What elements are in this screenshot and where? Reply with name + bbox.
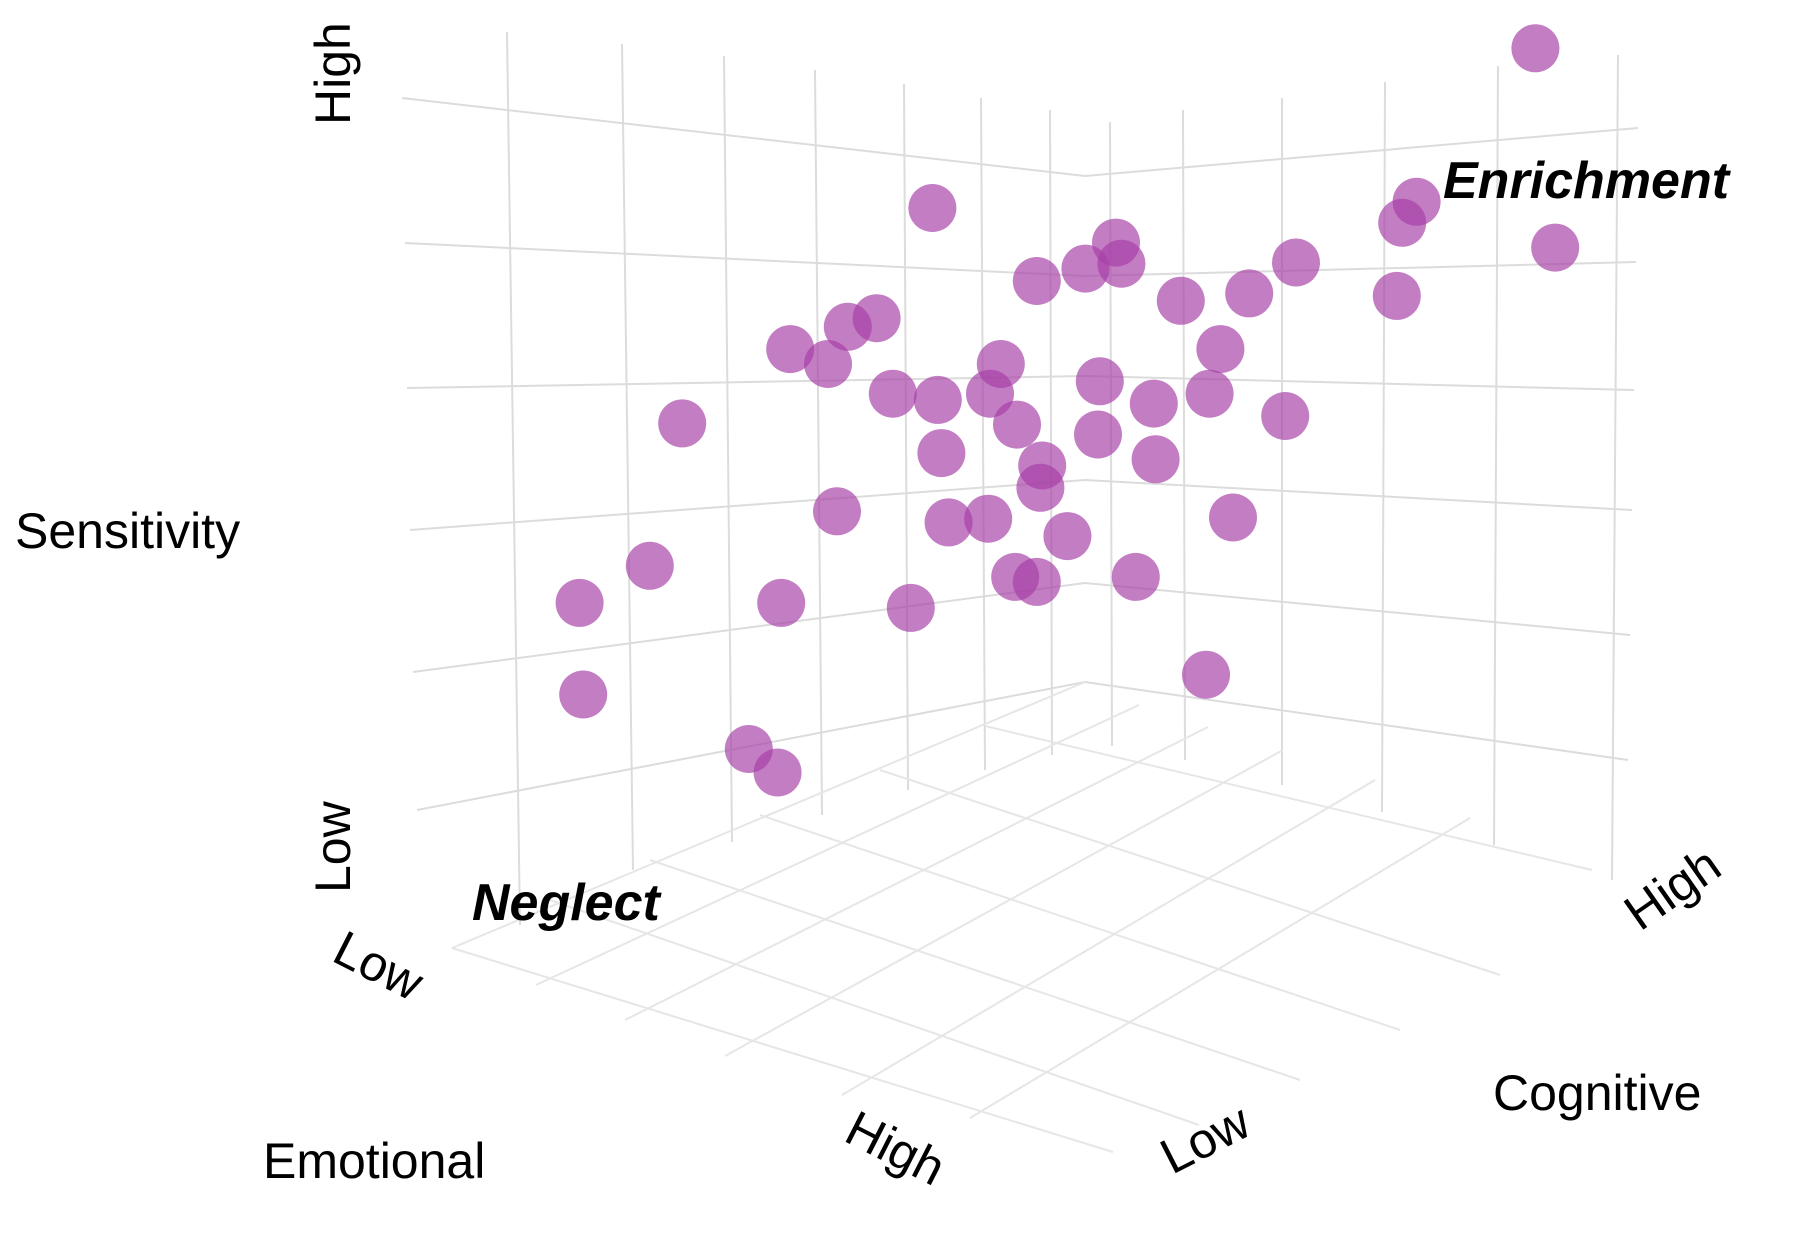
data-point-3 (1378, 198, 1427, 247)
data-point-19 (1196, 325, 1245, 374)
data-point-26 (1261, 392, 1310, 440)
sensitivity-high-tick: High (305, 22, 361, 125)
data-point-5 (1372, 271, 1421, 320)
data-point-25 (1185, 369, 1234, 418)
data-point-30 (917, 429, 966, 478)
emotional-high-tick: High (837, 1100, 954, 1197)
data-point-39 (625, 541, 674, 590)
data-point-33 (1016, 463, 1065, 512)
data-point-21 (868, 369, 917, 418)
data-point-41 (757, 578, 806, 627)
data-point-12 (1061, 244, 1110, 293)
data-point-31 (1131, 435, 1180, 484)
data-point-27 (658, 399, 707, 448)
cognitive-high-tick: High (1614, 836, 1730, 941)
data-point-37 (1043, 512, 1092, 561)
data-point-38 (1209, 493, 1257, 542)
emotional-axis-label: Emotional (263, 1133, 485, 1189)
sensitivity-low-tick: Low (305, 800, 361, 893)
data-point-20 (1075, 357, 1124, 406)
sensitivity-axis-label: Sensitivity (15, 503, 240, 559)
enrichment-annotation: Enrichment (1443, 152, 1732, 210)
data-point-13 (1012, 257, 1061, 305)
data-point-44 (1012, 557, 1061, 606)
data-point-23 (966, 369, 1014, 418)
data-point-47 (559, 670, 608, 719)
cognitive-axis-label: Cognitive (1493, 1065, 1701, 1121)
data-point-15 (823, 302, 872, 351)
data-point-22 (913, 375, 962, 424)
data-point-36 (964, 494, 1013, 543)
data-point-45 (1111, 552, 1160, 601)
data-point-49 (753, 748, 802, 797)
data-points (555, 24, 1580, 797)
data-point-8 (1225, 269, 1274, 318)
data-point-6 (1272, 238, 1320, 287)
data-point-28 (993, 400, 1041, 449)
data-point-16 (766, 325, 815, 374)
data-point-7 (1156, 276, 1205, 325)
data-point-35 (924, 498, 973, 547)
emotional-low-tick: Low (325, 920, 433, 1012)
data-point-9 (908, 184, 957, 232)
data-point-42 (886, 583, 935, 632)
data-point-1 (1511, 24, 1560, 73)
data-point-11 (1097, 239, 1146, 288)
data-point-4 (1531, 223, 1580, 272)
neglect-annotation: Neglect (472, 874, 663, 932)
data-point-29 (1074, 410, 1122, 459)
data-point-46 (1182, 650, 1230, 699)
cognitive-low-tick: Low (1152, 1093, 1260, 1185)
data-point-24 (1129, 379, 1178, 428)
grid-lines (401, 31, 1639, 1153)
data-point-17 (804, 340, 852, 388)
data-point-40 (555, 578, 604, 627)
data-point-34 (813, 487, 861, 536)
